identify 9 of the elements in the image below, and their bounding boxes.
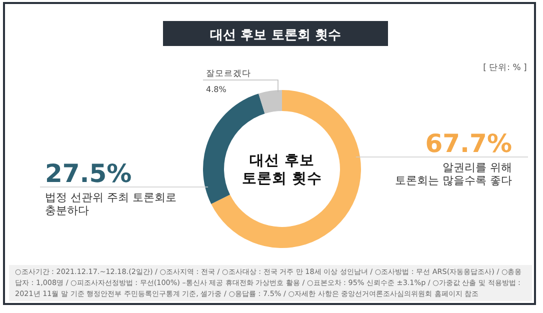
data-label: 27.5%	[45, 159, 132, 188]
text: 대선 후보 토론회 횟수	[242, 153, 322, 187]
data-label: 4.8%	[206, 85, 227, 94]
slice-label: 법정 선관위 주최 토론회로 충분하다	[45, 191, 176, 217]
slice-label: 알권리를 위해 토론회는 많을수록 좋다	[395, 161, 512, 187]
text: [ 단위: % ]	[483, 63, 527, 73]
data-label: 67.7%	[425, 129, 512, 158]
chart-title: 대선 후보 토론회 횟수	[210, 28, 341, 43]
slice-label: 잘모르겠다	[206, 69, 251, 79]
